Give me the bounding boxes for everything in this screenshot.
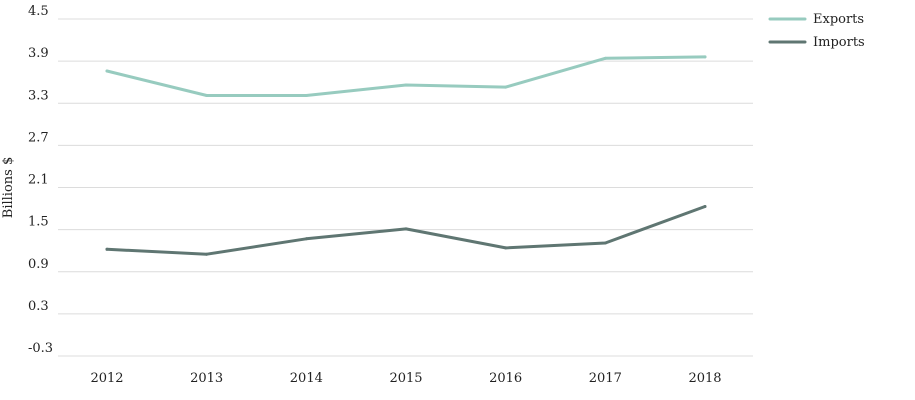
- x-tick-label: 2018: [688, 371, 721, 386]
- y-tick-label: 3.3: [28, 88, 49, 103]
- y-tick-label: 2.1: [28, 173, 49, 188]
- x-tick-label: 2015: [389, 371, 422, 386]
- data-point-exports: [105, 69, 109, 73]
- series-line-exports: [105, 55, 707, 97]
- data-point-imports: [304, 237, 308, 241]
- y-tick-label: 0.3: [28, 299, 49, 314]
- data-point-imports: [603, 241, 607, 245]
- legend-label: Imports: [813, 35, 865, 50]
- x-tick-label: 2017: [589, 371, 622, 386]
- y-axis-ticks: -0.3 0.3 0.9 1.5 2.1 2.7 3.3 3.9 4.5: [28, 4, 53, 356]
- data-point-exports: [504, 85, 508, 89]
- data-point-exports: [205, 94, 209, 98]
- x-tick-label: 2016: [489, 371, 522, 386]
- legend-label: Exports: [813, 12, 864, 27]
- y-tick-label: 2.7: [28, 130, 49, 145]
- data-point-exports: [404, 83, 408, 87]
- data-point-imports: [205, 252, 209, 256]
- legend: Exports Imports: [768, 12, 865, 50]
- y-tick-label: 1.5: [28, 215, 49, 230]
- x-tick-label: 2013: [190, 371, 223, 386]
- data-point-exports: [603, 56, 607, 60]
- data-point-exports: [304, 94, 308, 98]
- y-tick-label: 3.9: [28, 46, 49, 61]
- x-tick-label: 2014: [290, 371, 323, 386]
- y-axis-title: Billions $: [1, 157, 16, 218]
- data-point-imports: [404, 227, 408, 231]
- series-lines: [105, 55, 707, 256]
- gridlines: [58, 18, 753, 357]
- y-tick-label: -0.3: [28, 341, 53, 356]
- x-axis-ticks: 2012 2013 2014 2015 2016 2017 2018: [90, 371, 721, 386]
- x-tick-label: 2012: [90, 371, 123, 386]
- y-tick-label: 4.5: [28, 4, 49, 19]
- data-point-imports: [703, 204, 707, 208]
- data-point-imports: [105, 247, 109, 251]
- y-tick-label: 0.9: [28, 257, 49, 272]
- data-point-exports: [703, 55, 707, 59]
- data-point-imports: [504, 246, 508, 250]
